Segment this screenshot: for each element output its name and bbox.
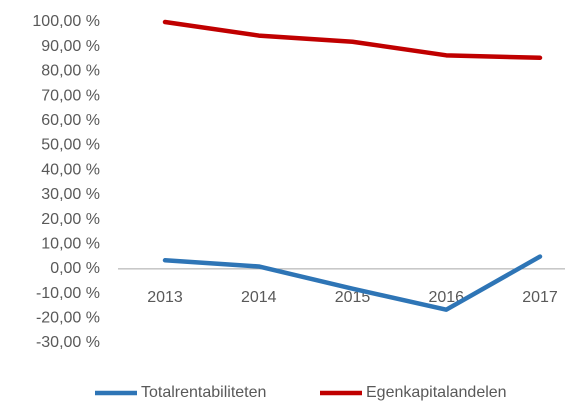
legend-label: Totalrentabiliteten <box>141 384 266 401</box>
y-tick-label: 10,00 % <box>41 235 100 252</box>
y-tick-label: 70,00 % <box>41 87 100 104</box>
x-tick-label: 2013 <box>147 289 183 306</box>
x-tick-label: 2017 <box>522 289 558 306</box>
x-tick-label: 2016 <box>428 289 464 306</box>
y-tick-label: 50,00 % <box>41 137 100 154</box>
y-tick-label: 90,00 % <box>41 38 100 55</box>
y-tick-label: 60,00 % <box>41 112 100 129</box>
y-tick-label: 100,00 % <box>32 13 100 30</box>
x-tick-label: 2014 <box>241 289 277 306</box>
y-tick-label: -30,00 % <box>36 334 100 351</box>
y-tick-label: 20,00 % <box>41 211 100 228</box>
series-line <box>162 19 543 61</box>
y-tick-label: 0,00 % <box>50 260 100 277</box>
y-tick-label: 30,00 % <box>41 186 100 203</box>
legend-label: Egenkapitalandelen <box>366 384 507 401</box>
y-tick-label: 40,00 % <box>41 161 100 178</box>
y-tick-label: 80,00 % <box>41 63 100 80</box>
y-tick-label: -20,00 % <box>36 310 100 327</box>
x-tick-label: 2015 <box>335 289 371 306</box>
y-tick-label: -10,00 % <box>36 285 100 302</box>
series-line <box>162 254 543 312</box>
